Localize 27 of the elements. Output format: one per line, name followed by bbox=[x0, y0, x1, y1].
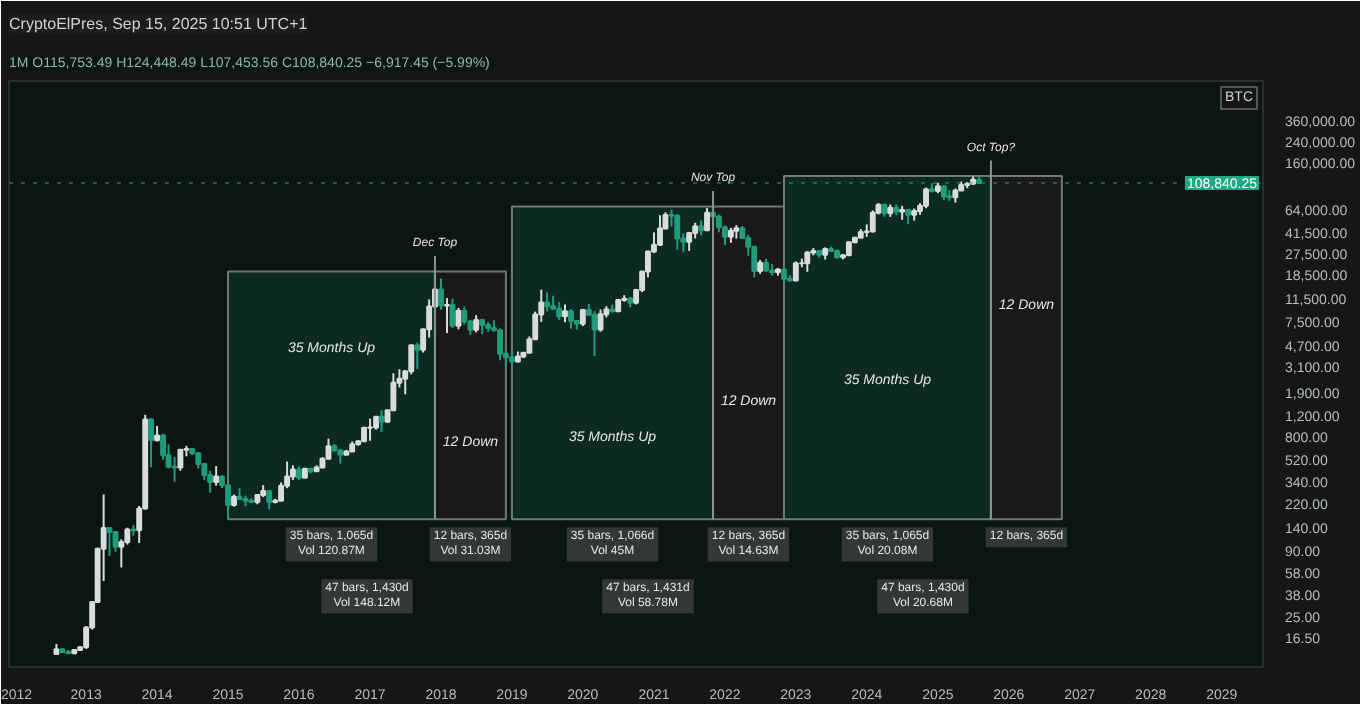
candlestick bbox=[704, 207, 710, 232]
candlestick bbox=[657, 214, 663, 247]
candlestick bbox=[408, 344, 415, 376]
candlestick bbox=[160, 432, 167, 461]
candlestick bbox=[597, 308, 604, 333]
candlestick bbox=[497, 327, 504, 362]
candlestick bbox=[213, 465, 220, 487]
candlestick bbox=[148, 417, 154, 469]
candlestick bbox=[674, 213, 681, 251]
candlestick bbox=[414, 341, 421, 371]
candlestick bbox=[207, 469, 214, 494]
candlestick bbox=[225, 483, 231, 521]
candlestick bbox=[106, 526, 113, 558]
candlestick bbox=[568, 308, 574, 330]
candlestick bbox=[438, 277, 444, 311]
candlestick bbox=[804, 250, 811, 273]
candlestick bbox=[171, 455, 178, 483]
candlestick bbox=[177, 448, 184, 472]
candlestick bbox=[378, 409, 385, 433]
candlestick bbox=[444, 297, 450, 335]
candlestick bbox=[367, 417, 374, 442]
candlestick bbox=[869, 209, 876, 234]
candlestick bbox=[266, 489, 273, 511]
candlestick bbox=[792, 260, 799, 282]
chart-title: CryptoElPres, Sep 15, 2025 10:51 UTC+1 bbox=[9, 15, 309, 33]
candlestick bbox=[544, 291, 551, 313]
candlestick bbox=[325, 437, 332, 461]
